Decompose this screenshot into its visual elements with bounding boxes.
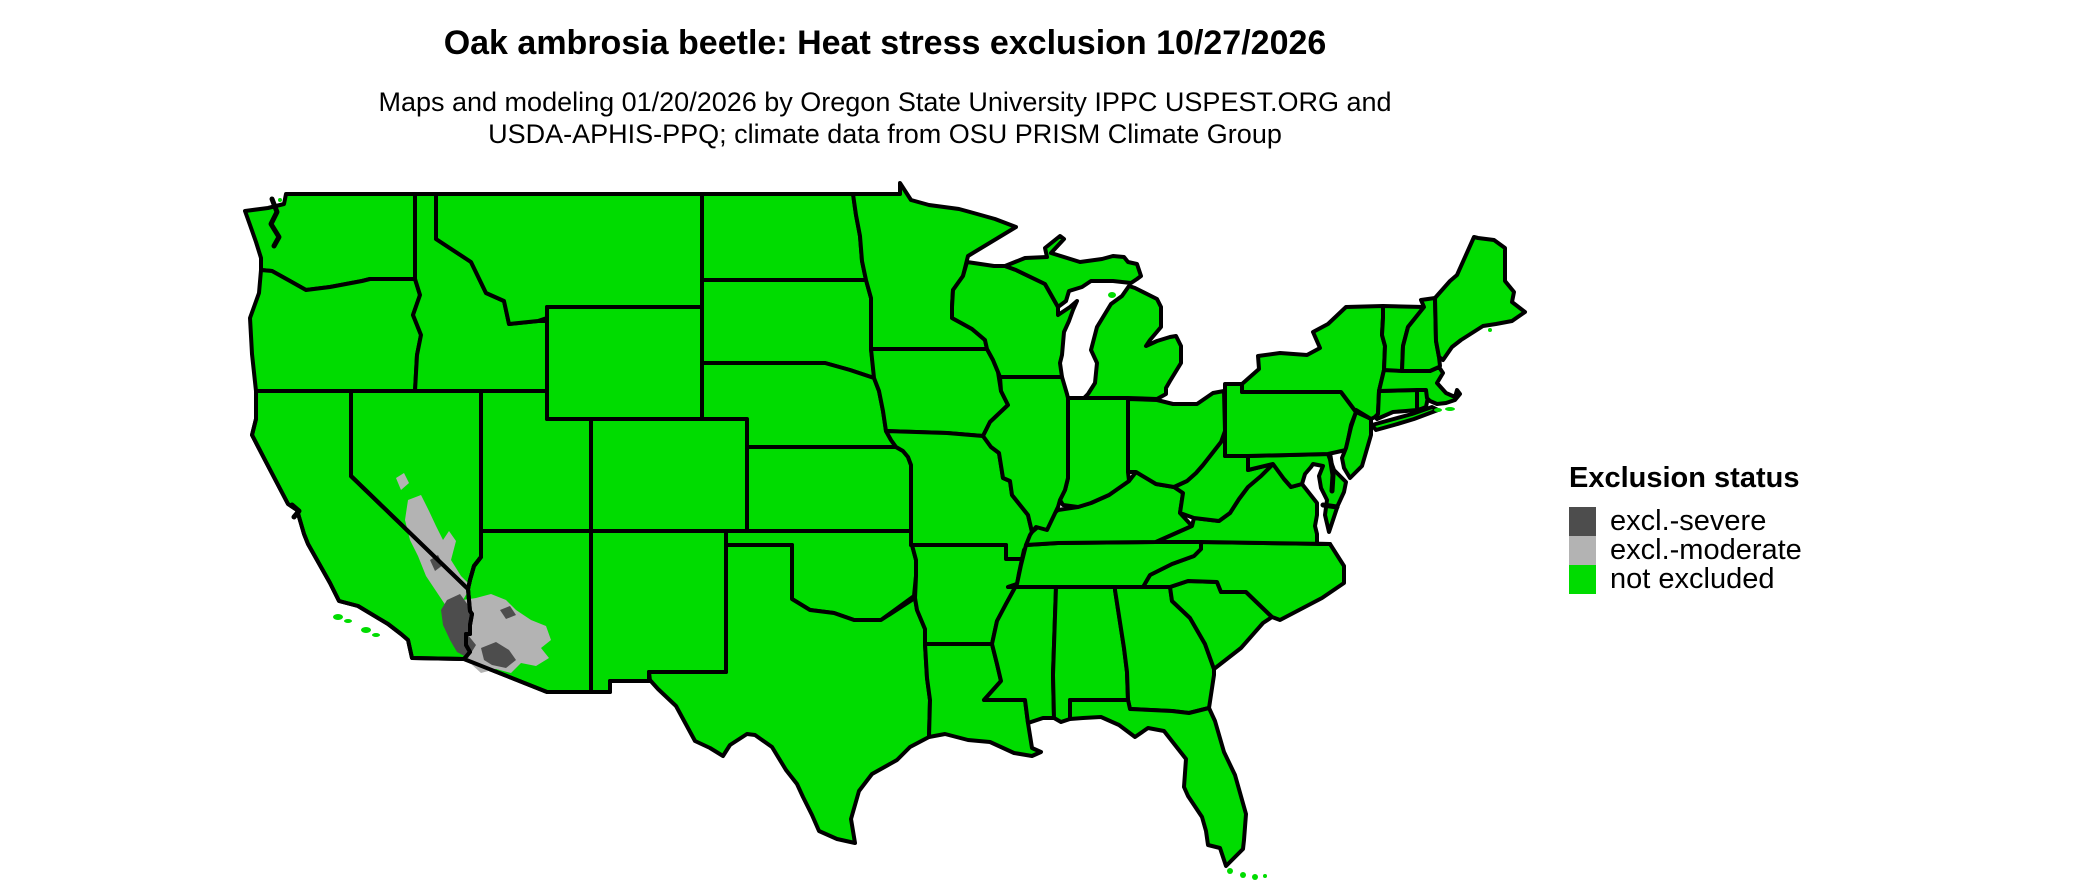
state-md-de <box>1246 452 1348 534</box>
state-wy <box>545 305 704 421</box>
water-detail-layer <box>268 196 1340 520</box>
state-mi-lower-peninsula <box>1082 284 1183 401</box>
figure-subtitle: Maps and modeling 01/20/2026 by Oregon S… <box>235 86 1535 150</box>
exclusion-patch-severe <box>500 606 516 619</box>
marthas-vineyard-island <box>1434 408 1442 412</box>
channel-island <box>344 619 352 623</box>
exclusion-patch-moderate <box>396 473 409 490</box>
state-in <box>1058 396 1131 509</box>
islands-layer <box>278 198 1492 880</box>
legend-label-not-excluded: not excluded <box>1610 563 1775 595</box>
state-mi-upper-peninsula <box>1003 234 1143 309</box>
figure-subtitle-line1: Maps and modeling 01/20/2026 by Oregon S… <box>378 87 1392 117</box>
florida-key <box>1240 872 1246 878</box>
legend-swatch-not-excluded <box>1569 565 1596 594</box>
state-border-nm <box>589 529 728 694</box>
legend-label-moderate: excl.-moderate <box>1610 534 1802 566</box>
state-fl <box>1068 698 1248 868</box>
isle-royale <box>976 222 994 228</box>
legend-swatch-severe <box>1569 507 1596 536</box>
lake-michigan-island <box>1108 292 1116 298</box>
legend-label-severe: excl.-severe <box>1610 505 1767 537</box>
florida-key <box>1252 874 1258 880</box>
legend-item-severe: excl.-severe <box>1569 507 1802 536</box>
legend: Exclusion status excl.-severe excl.-mode… <box>1569 462 1802 594</box>
state-tx <box>647 543 932 845</box>
state-ks <box>745 445 913 533</box>
legend-item-moderate: excl.-moderate <box>1569 536 1802 565</box>
state-nh <box>1400 296 1442 373</box>
legend-title: Exclusion status <box>1569 462 1800 494</box>
channel-island <box>372 633 380 637</box>
state-nj <box>1340 410 1373 480</box>
states-layer <box>243 181 1527 868</box>
delmarva-md-va-border <box>1320 502 1340 510</box>
channel-island <box>333 614 343 620</box>
state-nd <box>700 192 868 282</box>
state-il <box>981 375 1070 534</box>
florida-key <box>1263 874 1267 878</box>
state-border-nv <box>349 389 483 591</box>
state-co <box>589 417 749 533</box>
legend-swatch-moderate <box>1569 536 1596 565</box>
san-juan-island <box>278 198 282 202</box>
maine-coast-island <box>1488 328 1492 332</box>
exclusion-patch-moderate <box>455 594 551 673</box>
state-ma <box>1377 365 1462 406</box>
state-me <box>1433 235 1527 362</box>
state-nm <box>589 529 728 694</box>
san-francisco-bay <box>289 502 302 520</box>
exclusion-patch-severe <box>481 642 516 668</box>
figure-subtitle-line2: USDA-APHIS-PPQ; climate data from OSU PR… <box>488 119 1282 149</box>
puget-sound <box>268 196 282 249</box>
figure-title: Oak ambrosia beetle: Heat stress exclusi… <box>443 24 1327 62</box>
state-or <box>248 268 423 393</box>
delaware-border <box>1327 453 1336 494</box>
state-oh <box>1126 389 1227 489</box>
state-pa <box>1223 382 1358 458</box>
florida-key <box>1227 868 1233 874</box>
nantucket-island <box>1445 407 1455 411</box>
legend-item-not-excluded: not excluded <box>1569 565 1802 594</box>
channel-island <box>361 627 371 633</box>
